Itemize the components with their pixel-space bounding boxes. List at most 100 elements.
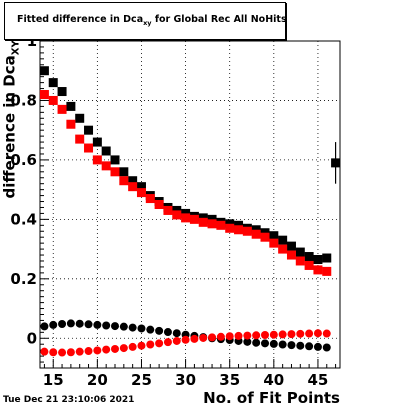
x-axis-label: No. of Fit Points	[203, 389, 340, 407]
data-point-series-1	[57, 104, 67, 114]
data-point-series-3	[84, 347, 93, 356]
data-point-series-3	[119, 344, 128, 353]
data-point-series-1	[278, 244, 288, 254]
data-point-series-2	[296, 341, 305, 350]
data-point-series-3	[137, 341, 146, 350]
chart-title: Fitted difference in Dcaxy for Global Re…	[17, 14, 287, 27]
data-point-series-0	[269, 231, 279, 241]
data-point-series-1	[269, 238, 279, 248]
data-point-series-0	[313, 254, 323, 264]
timestamp: Tue Dec 21 23:10:06 2021	[3, 395, 135, 405]
data-point-series-2	[243, 337, 252, 346]
data-point-series-1	[163, 205, 173, 215]
y-tick-label: 0.6	[10, 151, 37, 169]
data-point-series-1	[251, 229, 261, 239]
data-point-series-1	[295, 256, 305, 266]
y-axis-label: difference in DcaXY	[1, 40, 22, 198]
data-point-series-3	[261, 331, 269, 340]
x-tick-label: 20	[87, 371, 108, 389]
data-point-series-2	[155, 326, 164, 335]
data-point-series-3	[199, 333, 208, 342]
data-point-series-3	[58, 348, 67, 357]
data-point-series-0	[278, 235, 288, 245]
data-point-series-2	[93, 320, 102, 329]
data-point-series-2	[261, 339, 269, 348]
data-point-series-2	[58, 320, 67, 329]
data-point-series-1	[84, 143, 94, 153]
data-point-series-0	[101, 146, 111, 156]
x-tick-label: 15	[43, 371, 64, 389]
data-point-series-1	[260, 232, 270, 242]
title-sub: xy	[143, 18, 152, 27]
x-tick-label: 40	[263, 371, 284, 389]
data-marks	[39, 66, 341, 357]
data-point-series-1	[75, 134, 85, 144]
title-main: Fitted difference in Dca	[17, 14, 144, 25]
grid-lines	[40, 40, 340, 368]
y-axis-label-main: difference in Dca	[0, 55, 19, 199]
data-point-series-3	[181, 335, 190, 344]
data-point-series-1	[145, 194, 155, 204]
data-point-series-2	[49, 320, 58, 329]
plot-frame	[39, 40, 341, 369]
x-tick-label: 30	[175, 371, 196, 389]
data-point-series-1	[48, 95, 58, 105]
data-point-series-1	[286, 250, 296, 260]
data-point-series-2	[119, 322, 128, 331]
data-point-series-1	[39, 90, 49, 100]
data-point-series-3	[322, 329, 331, 338]
data-point-series-0	[128, 176, 138, 186]
data-point-series-2	[102, 321, 111, 330]
data-point-series-0	[286, 241, 296, 251]
data-point-series-0	[48, 78, 58, 88]
data-point-series-0	[304, 252, 314, 262]
data-point-series-1	[216, 220, 226, 230]
data-point-series-3	[225, 332, 234, 341]
data-point-series-0	[39, 66, 49, 76]
data-point-series-0	[84, 125, 94, 135]
data-point-series-1	[304, 260, 314, 270]
data-point-series-3	[296, 329, 305, 338]
data-point-series-0	[119, 167, 129, 177]
data-point-series-3	[155, 339, 164, 348]
data-point-series-0	[92, 137, 102, 147]
data-point-series-3	[49, 348, 58, 357]
data-point-series-3	[163, 338, 172, 347]
data-point-series-3	[146, 340, 155, 349]
data-point-series-1	[207, 219, 217, 229]
data-point-series-1	[110, 167, 120, 177]
data-point-series-0	[322, 253, 332, 263]
data-point-series-2	[84, 320, 93, 329]
data-point-series-3	[111, 344, 119, 353]
data-point-series-1	[66, 119, 76, 129]
data-point-series-0	[75, 113, 85, 123]
title-box: Fitted difference in Dcaxy for Global Re…	[4, 2, 287, 40]
data-point-series-3	[243, 331, 252, 340]
y-tick-label: 0	[27, 329, 37, 347]
data-point-series-1	[322, 266, 332, 276]
data-point-series-1	[136, 188, 146, 198]
data-point-series-3	[216, 332, 225, 341]
data-point-series-2	[146, 325, 155, 334]
data-point-series-3	[190, 334, 199, 343]
y-tick-label: 1	[27, 32, 37, 50]
data-point-series-2	[287, 341, 296, 350]
data-point-series-3	[208, 333, 217, 342]
y-axis-label-sub: XY	[10, 40, 22, 56]
data-point-series-0	[66, 101, 76, 111]
data-point-series-3	[93, 346, 102, 355]
data-point-series-3	[278, 330, 287, 339]
data-point-series-2	[305, 342, 314, 351]
data-point-series-1	[189, 214, 199, 224]
data-point-series-1	[119, 176, 129, 186]
data-point-series-2	[322, 343, 331, 352]
tick-labels: 15 20 25 30 35 40 45 0 0.2 0.4 0.6 0.8 1	[10, 32, 328, 389]
x-tick-label: 25	[131, 371, 152, 389]
data-point-series-0	[295, 247, 305, 257]
data-point-series-2	[40, 322, 49, 331]
data-point-series-3	[172, 336, 181, 345]
data-point-series-2	[313, 342, 322, 351]
data-point-series-1	[101, 161, 111, 171]
data-point-series-1	[172, 210, 182, 220]
data-point-series-2	[269, 339, 278, 348]
